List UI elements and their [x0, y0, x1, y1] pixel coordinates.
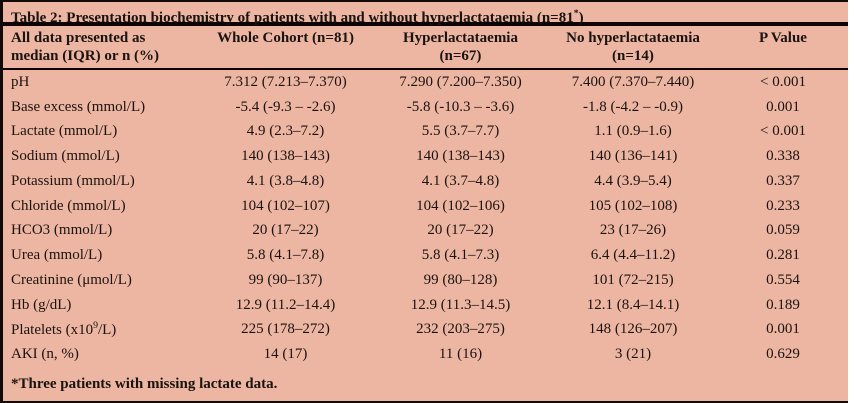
row-p-value: 0.001 [766, 98, 800, 115]
row-p-value: < 0.001 [760, 123, 806, 140]
row-no-hyperlactataemia-value: 7.400 (7.370–7.440) [571, 73, 695, 90]
table-row: pH 7.312 (7.213–7.370) 7.290 (7.200–7.35… [3, 70, 848, 95]
row-hyperlactataemia-value: 7.290 (7.200–7.350) [399, 73, 522, 90]
row-parameter-label: AKI (n, %) [11, 346, 79, 363]
row-whole-cohort-value: 14 (17) [263, 346, 308, 363]
row-hyperlactataemia-value: 140 (138–143) [416, 148, 505, 165]
table-row: Potassium (mmol/L) 4.1 (3.8–4.8) 4.1 (3.… [3, 169, 848, 194]
row-hyperlactataemia-value: 11 (16) [438, 346, 483, 363]
column-header-whole-cohort: Whole Cohort (n=81) [198, 29, 373, 65]
row-p-value: 0.233 [766, 197, 800, 214]
row-whole-cohort-value: 20 (17–22) [252, 222, 319, 239]
row-p-value: 0.059 [766, 222, 800, 239]
row-p-value: 0.189 [766, 296, 800, 313]
column-header-line2: (n=14) [612, 48, 654, 64]
row-no-hyperlactataemia-value: 105 (102–108) [588, 197, 678, 214]
row-parameter-label: Creatinine (μmol/L) [11, 271, 132, 288]
row-whole-cohort-value: 99 (90–137) [248, 271, 323, 288]
table-row: Chloride (mmol/L) 104 (102–107) 104 (102… [3, 194, 848, 219]
row-no-hyperlactataemia-value: 148 (126–207) [588, 321, 678, 338]
row-no-hyperlactataemia-value: 1.1 (0.9–1.6) [594, 123, 672, 140]
row-hyperlactataemia-value: 12.9 (11.3–14.5) [410, 296, 511, 313]
row-no-hyperlactataemia-value: 12.1 (8.4–14.1) [586, 296, 680, 313]
row-parameter-label: pH [11, 73, 30, 90]
row-whole-cohort-value: 4.1 (3.8–4.8) [246, 172, 325, 189]
row-no-hyperlactataemia-value: 6.4 (4.4–11.2) [590, 247, 676, 264]
row-whole-cohort-value: 140 (138–143) [241, 148, 330, 165]
row-whole-cohort-value: 5.8 (4.1–7.8) [246, 247, 325, 264]
table-title-text: Table 2: Presentation biochemistry of pa… [11, 10, 574, 26]
row-hyperlactataemia-value: -5.8 (-10.3 – -3.6) [406, 98, 515, 115]
row-whole-cohort-value: 225 (178–272) [241, 321, 330, 338]
row-p-value: < 0.001 [760, 73, 806, 90]
row-hyperlactataemia-value: 104 (102–106) [416, 197, 505, 214]
row-hyperlactataemia-value: 4.1 (3.7–4.8) [421, 172, 500, 189]
row-p-value: 0.281 [766, 247, 800, 264]
row-no-hyperlactataemia-value: 23 (17–26) [599, 222, 667, 239]
row-whole-cohort-value: 7.312 (7.213–7.370) [224, 73, 347, 90]
row-p-value: 0.338 [766, 148, 800, 165]
row-p-value: 0.629 [766, 346, 800, 363]
row-no-hyperlactataemia-value: -1.8 (-4.2 – -0.9) [583, 98, 683, 115]
column-header-line1: P Value [759, 30, 807, 46]
row-p-value: 0.337 [766, 172, 800, 189]
row-parameter-label: Platelets (x109/L) [11, 320, 117, 339]
table-row: Sodium (mmol/L) 140 (138–143) 140 (138–1… [3, 144, 848, 169]
row-hyperlactataemia-value: 20 (17–22) [427, 222, 494, 239]
table-row: Creatinine (μmol/L) 99 (90–137) 99 (80–1… [3, 268, 848, 293]
table-footnote: *Three patients with missing lactate dat… [11, 376, 278, 392]
table-row: Urea (mmol/L) 5.8 (4.1–7.8) 5.8 (4.1–7.3… [3, 243, 848, 268]
row-whole-cohort-value: -5.4 (-9.3 – -2.6) [235, 98, 336, 115]
table-header: All data presented as median (IQR) or n … [3, 26, 848, 70]
table-row: Hb (g/dL) 12.9 (11.2–14.4) 12.9 (11.3–14… [3, 293, 848, 318]
row-parameter-label: Potassium (mmol/L) [11, 172, 135, 189]
column-header-line1: Whole Cohort (n=81) [217, 30, 354, 46]
row-parameter-label: Lactate (mmol/L) [11, 123, 118, 140]
table-row: Platelets (x109/L) 225 (178–272) 232 (20… [3, 318, 848, 343]
column-header-line1: No hyperlactataemia [566, 30, 700, 46]
column-header-line2: median (IQR) or n (%) [11, 48, 160, 64]
row-parameter-label: Base excess (mmol/L) [11, 98, 146, 115]
column-header-line1: Hyperlactataemia [403, 30, 518, 46]
column-header-hyperlactataemia: Hyperlactataemia (n=67) [373, 29, 548, 65]
row-whole-cohort-value: 12.9 (11.2–14.4) [235, 296, 336, 313]
column-header-line1: All data presented as [11, 30, 146, 46]
column-header-p-value: P Value [718, 29, 848, 65]
table-row: Base excess (mmol/L) -5.4 (-9.3 – -2.6) … [3, 95, 848, 120]
row-whole-cohort-value: 104 (102–107) [241, 197, 330, 214]
row-parameter-label: Chloride (mmol/L) [11, 197, 126, 214]
table-title: Table 2: Presentation biochemistry of pa… [3, 2, 848, 26]
row-hyperlactataemia-value: 5.5 (3.7–7.7) [421, 123, 500, 140]
table-row: HCO3 (mmol/L) 20 (17–22) 20 (17–22) 23 (… [3, 219, 848, 244]
row-p-value: 0.554 [766, 271, 800, 288]
table-row: Lactate (mmol/L) 4.9 (2.3–7.2) 5.5 (3.7–… [3, 120, 848, 145]
column-header-no-hyperlactataemia: No hyperlactataemia (n=14) [548, 29, 718, 65]
row-hyperlactataemia-value: 5.8 (4.1–7.3) [421, 247, 500, 264]
table-title-asterisk: * [573, 8, 579, 19]
row-parameter-label: HCO3 (mmol/L) [11, 222, 113, 239]
table-body: pH 7.312 (7.213–7.370) 7.290 (7.200–7.35… [3, 70, 848, 367]
table-title-suffix: ) [578, 10, 584, 26]
row-no-hyperlactataemia-value: 3 (21) [614, 346, 652, 363]
row-no-hyperlactataemia-value: 140 (136–141) [588, 148, 678, 165]
table-row: AKI (n, %) 14 (17) 11 (16) 3 (21) 0.629 [3, 342, 848, 367]
row-no-hyperlactataemia-value: 101 (72–215) [592, 271, 674, 288]
row-no-hyperlactataemia-value: 4.4 (3.9–5.4) [594, 172, 672, 189]
row-parameter-label: Sodium (mmol/L) [11, 148, 120, 165]
row-hyperlactataemia-value: 99 (80–128) [423, 271, 498, 288]
row-hyperlactataemia-value: 232 (203–275) [416, 321, 505, 338]
row-parameter-label: Urea (mmol/L) [11, 247, 103, 264]
row-whole-cohort-value: 4.9 (2.3–7.2) [246, 123, 325, 140]
column-header-line2: (n=67) [439, 48, 482, 64]
row-parameter-label: Hb (g/dL) [11, 296, 72, 313]
column-header-parameters: All data presented as median (IQR) or n … [3, 29, 198, 65]
row-p-value: 0.001 [766, 321, 800, 338]
